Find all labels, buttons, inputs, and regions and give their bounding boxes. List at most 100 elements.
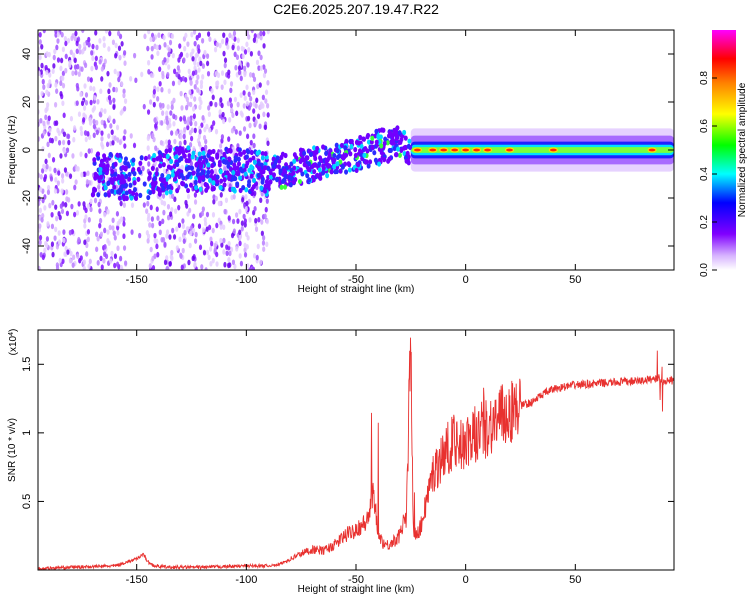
spectrogram-noise-dot	[71, 70, 75, 77]
spectrogram-noise-dot	[174, 208, 178, 214]
spectrogram-noise-dot	[52, 63, 56, 69]
spectrogram-noise-dot	[166, 71, 170, 78]
spectrogram-noise-dot	[94, 64, 98, 71]
spectrogram-noise-dot	[189, 51, 193, 58]
spectrogram-noise-dot	[256, 83, 260, 90]
spectrogram-noise-dot	[192, 30, 197, 35]
spectrogram-signal-blob	[206, 162, 211, 168]
spectrogram-noise-dot	[124, 260, 128, 266]
spectrogram-noise-dot	[109, 123, 113, 129]
spectrogram-noise-dot	[80, 66, 84, 72]
spectrogram-signal-blob	[279, 184, 284, 190]
spectrogram-signal-blob	[139, 155, 144, 161]
spectrogram-signal-blob	[312, 145, 317, 151]
spectrogram-noise-dot	[249, 50, 253, 57]
spectrogram-noise-dot	[122, 245, 127, 251]
spectrogram-noise-dot	[119, 200, 123, 207]
spectrogram-noise-dot	[145, 208, 149, 214]
spectrogram-signal-blob	[123, 183, 128, 189]
spectrogram-noise-dot	[223, 208, 227, 215]
spectrogram-noise-dot	[178, 43, 182, 49]
spectrogram-signal-blob	[164, 190, 169, 196]
spectrogram-noise-dot	[207, 105, 211, 111]
spectrogram-signal-blob	[252, 159, 257, 165]
spectrogram-noise-dot	[265, 218, 270, 225]
spectrogram-noise-dot	[238, 130, 242, 136]
spectrogram-signal-blob	[221, 158, 226, 165]
spectrogram-noise-dot	[160, 199, 164, 206]
spectrogram-noise-dot	[98, 217, 103, 224]
spectrogram-noise-dot	[38, 70, 41, 77]
spectrogram-x-tick-label: -100	[235, 274, 257, 286]
spectrogram-noise-dot	[62, 112, 66, 119]
spectrogram-noise-dot	[201, 63, 205, 69]
spectrogram-noise-dot	[57, 139, 62, 146]
spectrogram-signal-blob	[310, 163, 315, 170]
spectrogram-noise-dot	[56, 31, 60, 38]
spectrogram-noise-dot	[195, 79, 199, 85]
spectrogram-noise-dot	[223, 166, 227, 172]
spectrogram-noise-dot	[228, 117, 232, 123]
spectrogram-signal-blob	[263, 151, 268, 157]
spectrogram-noise-dot	[54, 177, 58, 183]
spectrogram-noise-dot	[82, 41, 87, 48]
spectrogram-noise-dot	[42, 163, 46, 170]
spectrogram-noise-dot	[266, 112, 270, 118]
spectrogram-noise-dot	[261, 240, 266, 246]
spectrogram-signal-blob	[276, 164, 281, 170]
spectrogram-noise-dot	[77, 71, 81, 77]
spectrogram-noise-dot	[38, 207, 43, 214]
spectrogram-signal-blob	[99, 174, 104, 180]
spectrogram-noise-dot	[54, 30, 58, 35]
spectrogram-noise-dot	[92, 86, 96, 92]
spectrogram-signal-blob	[94, 172, 99, 179]
colorbar-tick-label: 0.0	[699, 263, 710, 277]
spectrogram-noise-dot	[123, 98, 128, 104]
spectrogram-noise-dot	[84, 152, 88, 159]
spectrogram-noise-dot	[225, 250, 229, 257]
spectrogram-noise-dot	[60, 188, 64, 194]
colorbar-tick-label: 0.6	[699, 119, 710, 133]
spectrogram-noise-dot	[170, 130, 174, 136]
spectrogram-noise-dot	[264, 89, 269, 95]
spectrogram-noise-dot	[129, 133, 133, 139]
spectrogram-noise-dot	[95, 119, 99, 126]
spectrogram-noise-dot	[194, 231, 198, 238]
spectrogram-signal-blob	[128, 182, 133, 188]
spectrogram-noise-dot	[44, 240, 48, 247]
spectrogram-x-tick-label: -150	[126, 274, 148, 286]
spectrogram-signal-blob	[235, 171, 240, 177]
spectrogram-noise-dot	[231, 34, 235, 40]
spectrogram-signal-blob	[186, 145, 191, 151]
spectrogram-noise-dot	[44, 158, 48, 165]
spectrogram-noise-dot	[95, 246, 99, 253]
spectrogram-noise-dot	[193, 238, 198, 244]
spectrogram-noise-dot	[49, 176, 54, 182]
spectrogram-noise-dot	[47, 51, 51, 58]
spectrogram-signal-blob	[152, 176, 157, 182]
spectrogram-signal-blob	[222, 177, 227, 183]
spectrogram-noise-dot	[148, 222, 152, 228]
spectrogram-noise-dot	[239, 92, 243, 98]
spectrogram-noise-dot	[162, 34, 166, 41]
spectrogram-signal-blob	[244, 163, 249, 169]
spectrogram-noise-dot	[219, 192, 223, 198]
spectrogram-noise-dot	[123, 129, 127, 135]
spectrogram-x-tick-label: 0	[463, 274, 469, 286]
spectrogram-noise-dot	[100, 141, 104, 148]
spectrogram-noise-dot	[65, 210, 70, 217]
spectrogram-noise-dot	[202, 134, 207, 141]
spectrogram-signal-blob	[108, 151, 113, 158]
spectrogram-noise-dot	[226, 262, 231, 269]
spectrogram-noise-dot	[236, 101, 240, 108]
spectrogram-signal-blob	[201, 174, 206, 180]
spectrogram-noise-dot	[75, 100, 79, 106]
spectrogram-signal-blob	[372, 150, 377, 156]
spectrogram-noise-dot	[183, 229, 187, 236]
spectrogram-noise-dot	[107, 94, 112, 101]
spectrogram-signal-blob	[261, 169, 266, 175]
spectrogram-signal-blob	[390, 138, 395, 144]
spectrogram-signal-blob	[190, 165, 195, 171]
spectrogram-noise-dot	[108, 115, 112, 121]
spectrogram-noise-dot	[161, 218, 165, 225]
